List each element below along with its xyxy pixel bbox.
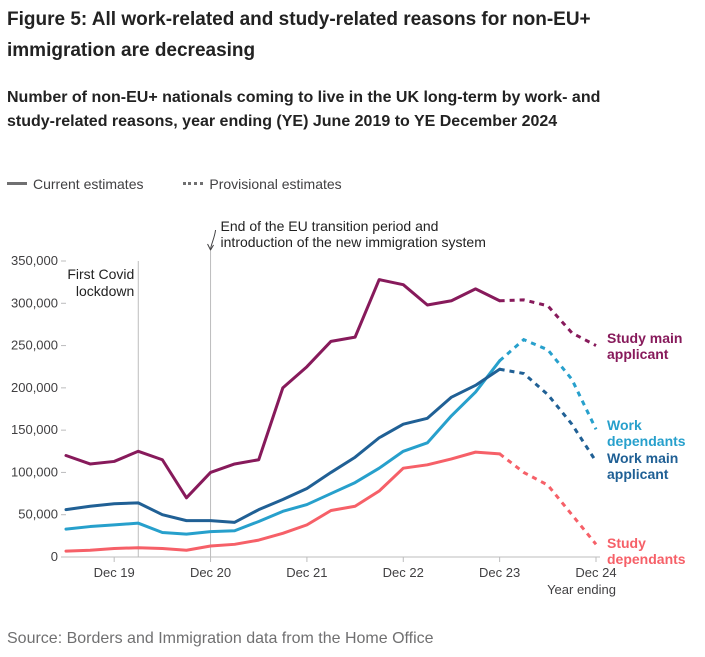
series-label-study-main-applicant: applicant: [607, 346, 669, 362]
line-chart: 0 50,000 100,000 150,000 200,000 250,000 300,0…: [11, 218, 686, 597]
series-label-study-main-applicant: Study main: [607, 330, 682, 346]
solid-line-icon: [7, 182, 27, 185]
series-label-study-dependants: dependants: [607, 551, 686, 567]
legend-label-current: Current estimates: [33, 175, 144, 192]
x-tick-label: Dec 19: [94, 565, 135, 580]
annotation-label-eu-transition: End of the EU transition period and: [221, 218, 439, 234]
y-tick-label: 300,000: [11, 295, 58, 310]
series-line-provisional-study-dependants: [498, 452, 598, 546]
y-tick-label: 0: [51, 549, 58, 564]
series-label-work-dependants: Work: [607, 417, 642, 433]
series-line-study-main-applicant: [64, 278, 502, 500]
series-label-work-main-applicant: applicant: [607, 466, 669, 482]
legend: Current estimates Provisional estimates: [7, 172, 378, 192]
figure-title: Figure 5: All work-related and study-rel…: [7, 9, 591, 61]
series-line-study-dependants: [64, 450, 502, 553]
series-label-work-dependants: dependants: [607, 433, 686, 449]
series-label-work-main-applicant: Work main: [607, 450, 678, 466]
series-lines: [64, 278, 598, 553]
x-tick-label: Dec 24: [575, 565, 616, 580]
source-note: Source: Borders and Immigration data fro…: [7, 630, 434, 647]
annotation-label-covid: lockdown: [76, 283, 134, 299]
x-tick-label: Dec 23: [479, 565, 520, 580]
x-tick-label: Dec 21: [286, 565, 327, 580]
y-tick-label: 100,000: [11, 464, 58, 479]
annotation-arrow: [210, 229, 217, 250]
annotation-arrowhead: [207, 243, 214, 252]
series-line-provisional-study-main-applicant: [499, 298, 597, 347]
series-line-provisional-work-dependants: [498, 337, 598, 430]
dotted-line-icon: [183, 182, 204, 185]
x-tick-label: Dec 22: [383, 565, 424, 580]
y-tick-label: 50,000: [18, 507, 58, 522]
series-line-work-dependants: [64, 359, 502, 536]
series-label-study-dependants: Study: [607, 535, 646, 551]
x-axis-title: Year ending: [547, 582, 616, 597]
annotation-label-covid: First Covid: [67, 266, 134, 282]
figure-subtitle: Number of non-EU+ nationals coming to li…: [7, 89, 601, 130]
legend-item-provisional: Provisional estimates: [183, 175, 342, 192]
legend-label-provisional: Provisional estimates: [209, 175, 342, 192]
x-tick-label: Dec 20: [190, 565, 231, 580]
legend-item-current: Current estimates: [7, 176, 143, 192]
y-tick-label: 250,000: [11, 338, 58, 353]
series-line-provisional-work-main-applicant: [499, 367, 598, 463]
series-line-work-main-applicant: [64, 367, 502, 524]
annotation-label-eu-transition: introduction of the new immigration syst…: [221, 234, 486, 250]
y-tick-label: 350,000: [11, 253, 58, 268]
y-tick-label: 200,000: [11, 380, 58, 395]
axes: 0 50,000 100,000 150,000 200,000 250,000 300,0…: [11, 253, 617, 597]
y-tick-label: 150,000: [11, 422, 58, 437]
